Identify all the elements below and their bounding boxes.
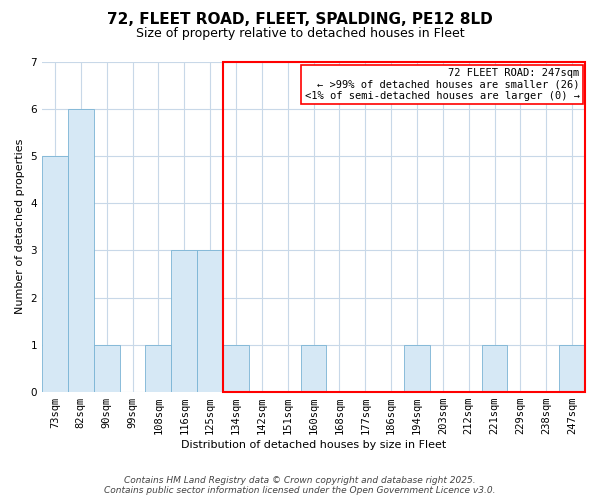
Text: Contains HM Land Registry data © Crown copyright and database right 2025.
Contai: Contains HM Land Registry data © Crown c…	[104, 476, 496, 495]
Bar	[482, 345, 508, 392]
Text: 72 FLEET ROAD: 247sqm
← >99% of detached houses are smaller (26)
<1% of semi-det: 72 FLEET ROAD: 247sqm ← >99% of detached…	[305, 68, 580, 102]
Text: 72, FLEET ROAD, FLEET, SPALDING, PE12 8LD: 72, FLEET ROAD, FLEET, SPALDING, PE12 8L…	[107, 12, 493, 28]
Bar	[404, 345, 430, 392]
Bar	[42, 156, 68, 392]
Bar	[145, 345, 172, 392]
Bar	[172, 250, 197, 392]
Bar	[197, 250, 223, 392]
Y-axis label: Number of detached properties: Number of detached properties	[15, 139, 25, 314]
Text: Size of property relative to detached houses in Fleet: Size of property relative to detached ho…	[136, 28, 464, 40]
Bar	[68, 108, 94, 392]
X-axis label: Distribution of detached houses by size in Fleet: Distribution of detached houses by size …	[181, 440, 446, 450]
Bar	[94, 345, 119, 392]
Bar	[301, 345, 326, 392]
Bar	[223, 345, 249, 392]
Bar	[559, 345, 585, 392]
